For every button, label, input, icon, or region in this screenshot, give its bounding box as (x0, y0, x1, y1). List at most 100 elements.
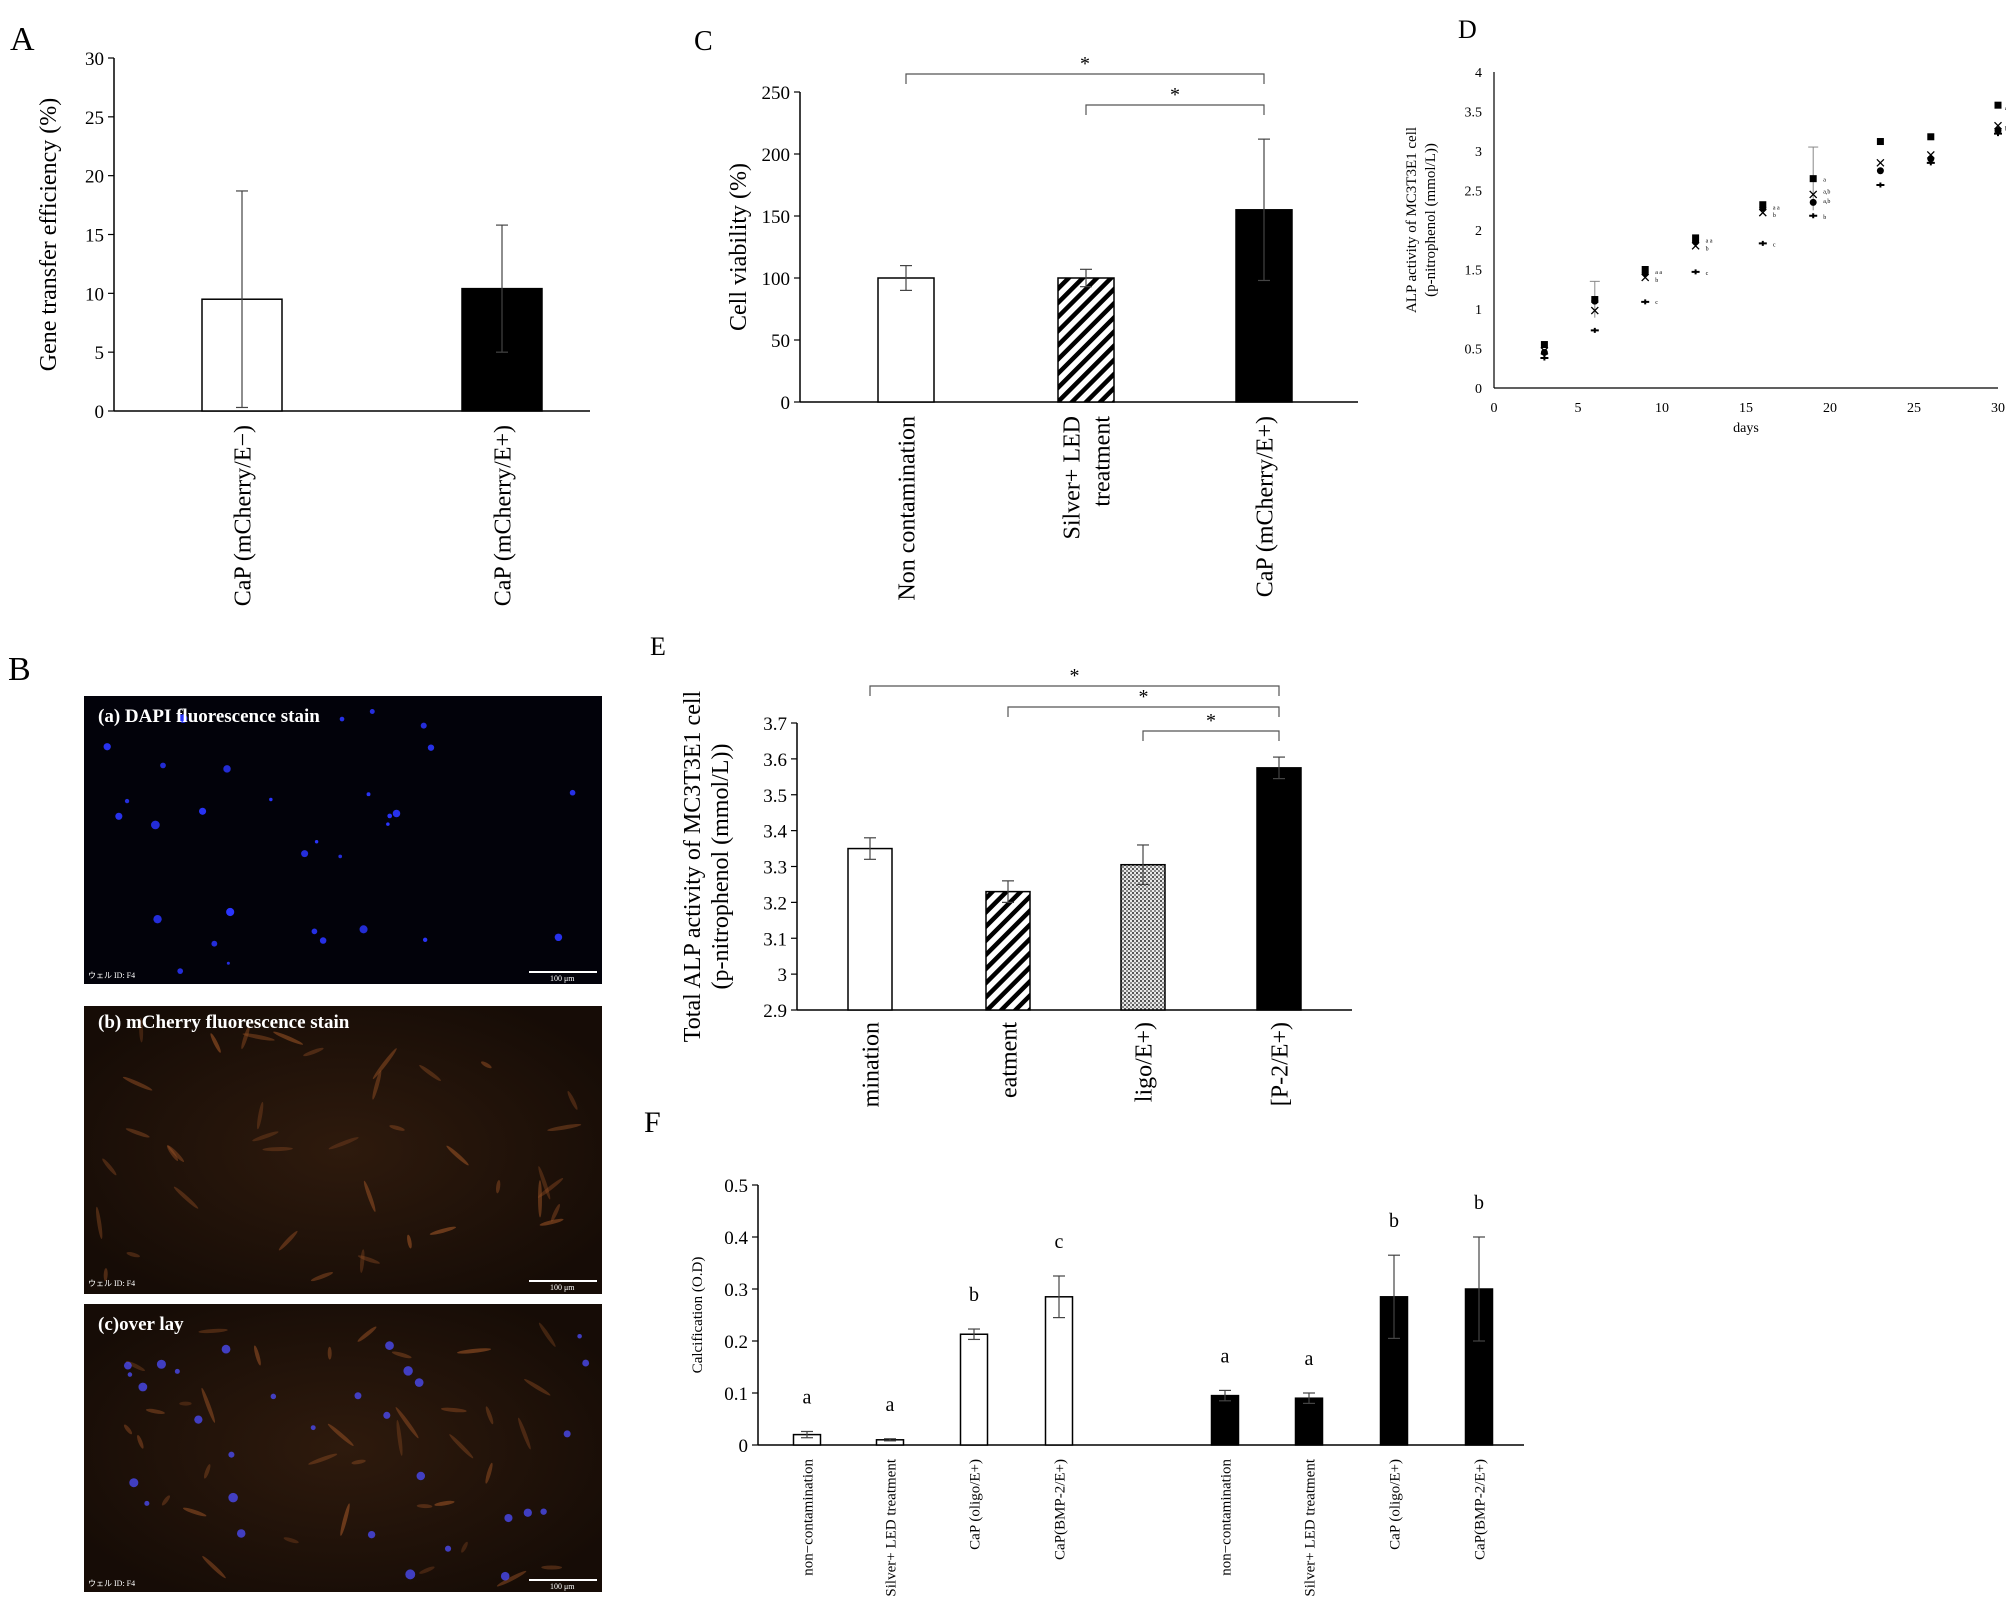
y-tick-label: 0.2 (724, 1332, 748, 1353)
nucleus (223, 765, 231, 773)
annotation-letter: a a (1773, 205, 1780, 211)
panel-label-f: F (644, 1106, 661, 1139)
category-label: [P-2/E+) (1267, 1022, 1293, 1106)
panel-label-d: D (1458, 15, 1477, 44)
y-tick-label: 30 (85, 49, 104, 70)
nucleus (160, 762, 166, 769)
nucleus (504, 1513, 513, 1523)
y-tick-label: 10 (85, 284, 104, 305)
cell (419, 1566, 435, 1574)
y-axis-label: Gene transfer efficiency (%) (36, 98, 62, 371)
cell (283, 1537, 299, 1544)
cell (182, 1507, 207, 1517)
significance-bracket (869, 685, 1280, 696)
data-point (1759, 204, 1767, 212)
data-point (1876, 167, 1884, 175)
significance-star: * (1070, 665, 1080, 687)
cell (496, 1179, 501, 1194)
nucleus (563, 1430, 571, 1438)
y-tick-label: 150 (762, 207, 791, 228)
nucleus (416, 1471, 426, 1481)
y-tick-label: 1 (1475, 303, 1482, 318)
nucleus (366, 792, 371, 797)
cell (538, 1322, 556, 1347)
panel-label-c: C (694, 26, 713, 57)
nucleus (236, 1529, 246, 1538)
significance-star: * (1139, 686, 1149, 708)
nucleus (310, 1425, 316, 1431)
scale-bar-label: 100 μm (550, 1283, 575, 1292)
nucleus (359, 925, 368, 934)
data-point (1809, 190, 1818, 199)
annotation-letter: a,b (1823, 190, 1830, 196)
cell (537, 1180, 542, 1218)
nucleus (387, 813, 393, 819)
nucleus (115, 812, 123, 820)
well-id-label: ウェル ID: F4 (88, 1579, 135, 1588)
cell (524, 1378, 551, 1396)
cell (278, 1230, 298, 1251)
data-point (1758, 240, 1767, 246)
well-id-label: ウェル ID: F4 (88, 1279, 135, 1288)
y-axis-label: (p-nitrophenol (mmol/L)) (708, 744, 734, 990)
nucleus (554, 933, 563, 942)
significance-letter: b (1389, 1210, 1399, 1232)
cell (202, 1556, 226, 1579)
cell (446, 1145, 469, 1166)
significance-letter: a (803, 1386, 812, 1408)
nucleus (392, 809, 401, 818)
data-point (1590, 306, 1599, 315)
annotation-letter: c (1655, 300, 1658, 306)
significance-letter: a (886, 1394, 895, 1416)
category-label: CaP(BMP-2/E+) (1052, 1459, 1068, 1560)
cell (537, 1178, 564, 1198)
cell (567, 1090, 578, 1110)
cell (96, 1206, 103, 1240)
y-tick-label: 2.5 (1465, 185, 1483, 200)
annotation-letter: a a (1655, 270, 1662, 276)
x-axis-label: days (1733, 421, 1759, 436)
panel-label-e: E (650, 632, 666, 661)
bar (959, 1333, 989, 1446)
x-tick-label: 30 (1991, 401, 2005, 416)
cell (210, 1033, 221, 1053)
significance-star: * (1206, 710, 1216, 732)
cell (389, 1125, 405, 1131)
y-tick-label: 3.2 (763, 893, 787, 914)
y-tick-label: 2 (1475, 224, 1482, 239)
data-point (1809, 175, 1817, 183)
nucleus (177, 968, 184, 974)
cell (541, 1565, 563, 1570)
cell (201, 1387, 216, 1423)
data-point (1926, 160, 1935, 166)
nucleus (178, 714, 188, 723)
y-tick-label: 0.3 (724, 1280, 748, 1301)
cell (449, 1434, 474, 1459)
significance-letter: c (1055, 1231, 1064, 1253)
chart-cell-viability: 0 50 100 150 200 250 Cell viability (%) Non con… (726, 53, 1358, 601)
cell (273, 1031, 304, 1045)
chart-gene-transfer: 0 5 10 15 20 25 30 Gene transfer efficiency (%)… (36, 49, 590, 606)
y-tick-label: 200 (762, 145, 791, 166)
nucleus (427, 744, 435, 751)
y-axis-label: Calcification (O.D) (690, 1257, 706, 1374)
cell (357, 1326, 377, 1342)
data-point (1691, 269, 1700, 275)
cell (123, 1424, 133, 1435)
chart-alp-time-course: 0 0.5 1 1.5 2 2.5 3 3.5 4 0 5 10 15 20 25 30 days ALP act… (1404, 66, 2006, 436)
nucleus (569, 789, 576, 796)
cell (139, 1017, 144, 1043)
cell (126, 1252, 140, 1258)
micrograph-mcherry: (b) mCherry fluorescence stain ウェル ID: F… (84, 1006, 602, 1294)
significance-bracket (905, 73, 1265, 84)
category-label: CaP(BMP-2/E+) (1472, 1459, 1488, 1560)
nucleus (226, 907, 235, 917)
significance-star: * (1170, 84, 1180, 106)
annotation-letter: b (2005, 126, 2006, 132)
data-point (1876, 158, 1885, 167)
cell (328, 1137, 359, 1150)
nucleus (414, 1378, 424, 1387)
cell (340, 1503, 350, 1536)
cell (203, 1464, 211, 1479)
